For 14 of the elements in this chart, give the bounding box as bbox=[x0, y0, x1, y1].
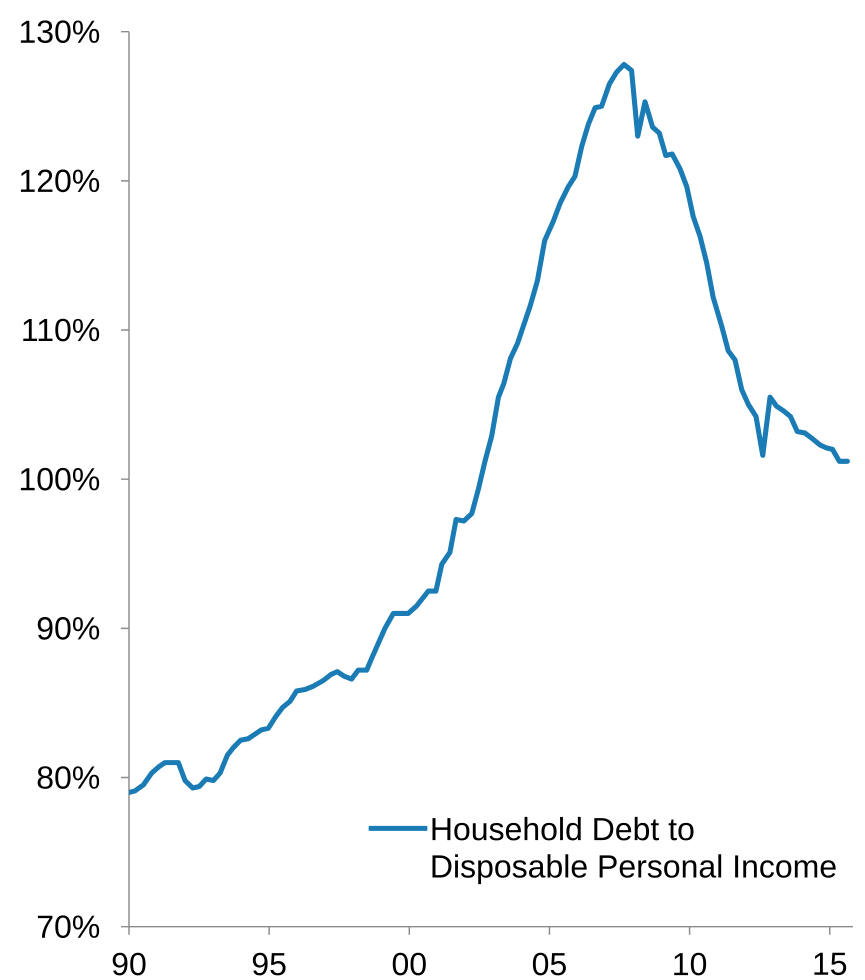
y-tick-label: 90% bbox=[38, 617, 100, 640]
x-tick-label: 90 bbox=[112, 952, 146, 976]
y-tick-label: 110% bbox=[23, 318, 100, 342]
x-tick-label: 15 bbox=[814, 952, 846, 976]
y-tick-label: 70% bbox=[38, 915, 100, 938]
y-tick-label: 120% bbox=[20, 170, 100, 192]
x-tick-label: 10 bbox=[674, 952, 706, 976]
x-tick-label: 95 bbox=[252, 952, 286, 976]
x-tick-label: 05 bbox=[532, 952, 566, 976]
legend-label: Household Debt to Disposable Personal Income bbox=[432, 816, 836, 884]
y-tick-label: 130% bbox=[20, 20, 100, 44]
x-tick-label: 00 bbox=[392, 952, 426, 976]
y-tick-label: 100% bbox=[20, 468, 100, 491]
y-tick-label: 80% bbox=[38, 766, 100, 789]
